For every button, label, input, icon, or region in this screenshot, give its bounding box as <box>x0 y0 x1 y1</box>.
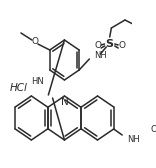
Text: O: O <box>151 125 156 134</box>
Text: HCl: HCl <box>10 83 28 93</box>
Text: S: S <box>106 39 114 49</box>
Text: HN: HN <box>31 77 44 87</box>
Text: NH: NH <box>127 135 140 143</box>
Text: O: O <box>118 41 125 51</box>
Text: O: O <box>94 41 101 51</box>
Text: NH: NH <box>94 52 107 60</box>
Text: N: N <box>61 97 68 107</box>
Text: O: O <box>31 37 38 47</box>
